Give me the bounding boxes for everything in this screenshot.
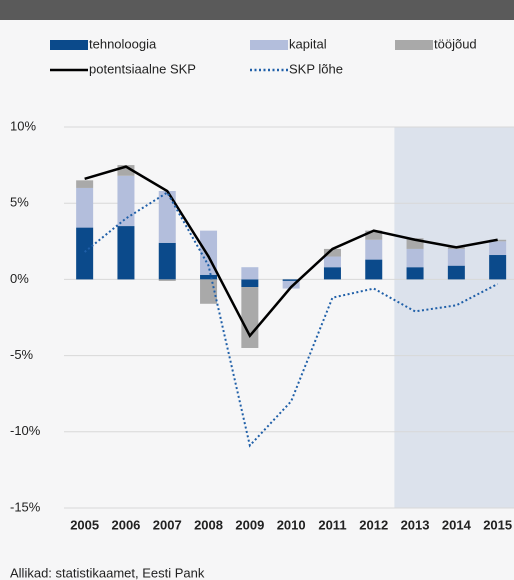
bar <box>323 256 341 268</box>
bar <box>76 227 94 280</box>
bar <box>241 267 259 280</box>
y-tick-label: 5% <box>10 195 29 210</box>
x-tick-label: 2013 <box>401 517 430 532</box>
bar <box>76 187 94 228</box>
legend-label: tehnoloogia <box>89 36 157 51</box>
bar <box>158 191 176 243</box>
bar <box>200 279 218 304</box>
x-tick-label: 2009 <box>235 517 264 532</box>
legend-swatch <box>250 40 288 50</box>
bar <box>365 239 383 260</box>
y-tick-label: -15% <box>10 499 41 514</box>
bar <box>117 175 135 227</box>
bar <box>406 238 424 249</box>
bar <box>282 280 300 289</box>
legend-label: potentsiaalne SKP <box>89 61 196 76</box>
bar <box>158 242 176 280</box>
legend-label: SKP lõhe <box>289 61 343 76</box>
x-tick-label: 2007 <box>153 517 182 532</box>
bar <box>406 267 424 280</box>
bar <box>489 255 507 280</box>
bar <box>323 267 341 280</box>
x-tick-label: 2011 <box>318 517 346 532</box>
legend-swatch <box>50 40 88 50</box>
bar <box>323 248 341 257</box>
bar <box>241 287 259 348</box>
legend-label: tööjõud <box>434 36 477 51</box>
bar <box>158 279 176 281</box>
bar <box>365 259 383 280</box>
x-tick-label: 2014 <box>442 517 472 532</box>
y-tick-label: 10% <box>10 118 36 133</box>
line-series <box>84 191 499 448</box>
bar <box>117 165 135 176</box>
bar <box>282 279 300 281</box>
x-tick-label: 2015 <box>483 517 512 532</box>
y-tick-label: -5% <box>10 347 34 362</box>
source: Allikad: statistikaamet, Eesti Pank <box>10 565 205 580</box>
bar <box>489 241 507 256</box>
forecast-shade <box>394 127 514 508</box>
header-bar <box>0 0 514 20</box>
bar <box>406 248 424 268</box>
y-tick-label: 0% <box>10 271 29 286</box>
bar <box>365 230 383 240</box>
x-tick-label: 2010 <box>277 517 306 532</box>
bar <box>117 226 135 280</box>
x-tick-label: 2012 <box>359 517 388 532</box>
line-series <box>84 165 498 339</box>
x-tick-label: 2008 <box>194 517 223 532</box>
bar <box>76 180 94 188</box>
x-tick-label: 2006 <box>111 517 140 532</box>
bar <box>447 265 465 280</box>
bar <box>200 274 218 280</box>
y-tick-label: -10% <box>10 423 41 438</box>
x-tick-label: 2005 <box>70 517 99 532</box>
legend-swatch <box>395 40 433 50</box>
bar <box>241 279 259 288</box>
bar <box>447 248 465 266</box>
legend-label: kapital <box>289 36 327 51</box>
